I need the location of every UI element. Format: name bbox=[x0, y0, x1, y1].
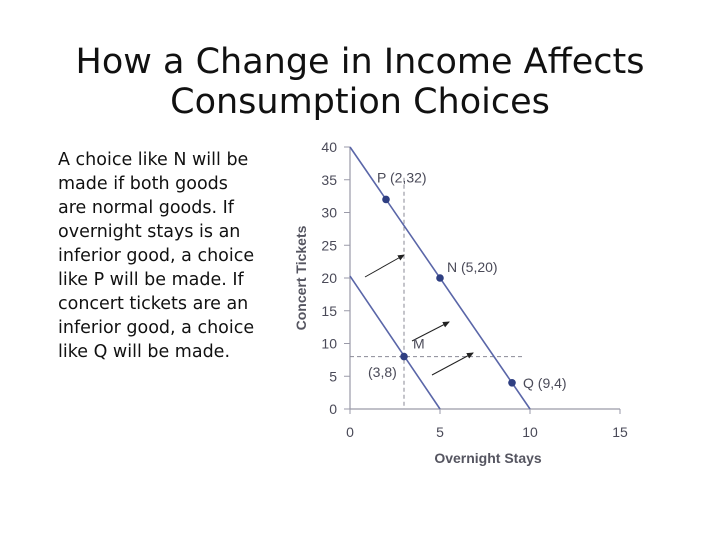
y-axis-ticks: 0 5 10 15 20 25 30 35 40 bbox=[321, 139, 350, 417]
y-tick-label: 5 bbox=[329, 368, 337, 384]
y-axis-label: Concert Tickets bbox=[293, 225, 309, 330]
point-label-n: N (5,20) bbox=[447, 259, 498, 275]
point-label-q: Q (9,4) bbox=[523, 375, 567, 391]
point-q bbox=[508, 379, 516, 387]
x-axis-label: Overnight Stays bbox=[434, 450, 542, 466]
y-tick-label: 20 bbox=[321, 270, 337, 286]
annotation-m-coords: (3,8) bbox=[368, 364, 397, 380]
x-tick-label: 10 bbox=[522, 424, 538, 440]
y-tick-label: 15 bbox=[321, 303, 337, 319]
title-line-2: Consumption Choices bbox=[170, 82, 550, 122]
y-tick-label: 35 bbox=[321, 172, 337, 188]
point-n bbox=[436, 274, 444, 282]
point-m bbox=[400, 352, 408, 361]
reference-lines bbox=[350, 177, 525, 409]
point-label-p: P (2,32) bbox=[377, 169, 427, 185]
point-label-m: M bbox=[413, 336, 425, 352]
title-line-1: How a Change in Income Affects bbox=[75, 42, 645, 82]
y-tick-label: 40 bbox=[321, 139, 337, 155]
shift-arrow-1 bbox=[364, 254, 405, 278]
shift-arrow-2 bbox=[411, 321, 450, 342]
y-tick-label: 30 bbox=[321, 205, 337, 221]
shift-arrows bbox=[364, 254, 474, 376]
x-tick-label: 15 bbox=[612, 424, 628, 440]
x-axis-ticks: 0 5 10 15 bbox=[346, 409, 628, 440]
budget-line-1 bbox=[349, 275, 441, 410]
point-p bbox=[382, 195, 390, 204]
x-tick-label: 5 bbox=[436, 424, 444, 440]
slide-title: How a Change in Income Affects Consumpti… bbox=[60, 42, 660, 122]
y-tick-label: 0 bbox=[329, 401, 337, 417]
y-tick-label: 10 bbox=[321, 336, 337, 352]
shift-arrow-3 bbox=[431, 352, 474, 376]
choice-points: P (2,32) N (5,20) Q (9,4) M bbox=[377, 169, 567, 390]
x-tick-label: 0 bbox=[346, 424, 354, 440]
y-tick-label: 25 bbox=[321, 237, 337, 253]
body-text: A choice like N will be made if both goo… bbox=[58, 150, 255, 362]
